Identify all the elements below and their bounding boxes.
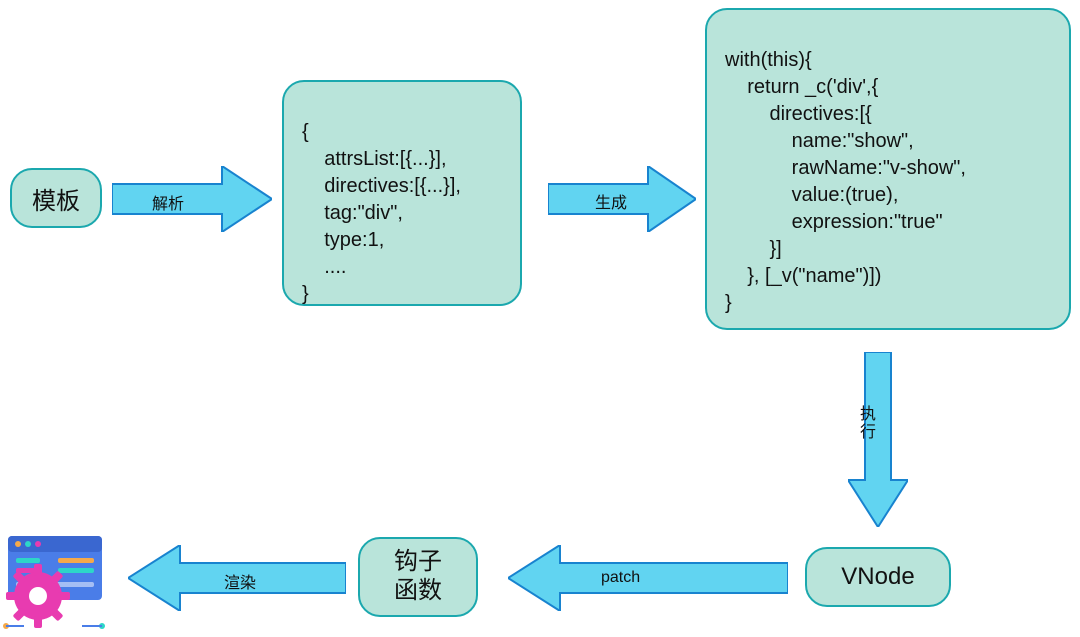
- node-vnode: VNode: [805, 547, 951, 607]
- ast-line-3: tag:"div",: [302, 202, 403, 224]
- node-hook: 钩子 函数: [358, 537, 478, 617]
- render-line-2: directives:[{: [725, 103, 872, 125]
- render-line-8: }, [_v("name")]): [725, 265, 881, 287]
- render-line-3: name:"show",: [725, 130, 914, 152]
- node-hook-label: 钩子 函数: [394, 548, 442, 606]
- node-vnode-label: VNode: [841, 563, 914, 591]
- arrow-patch-label: patch: [601, 569, 640, 587]
- render-line-5: value:(true),: [725, 184, 898, 206]
- render-line-4: rawName:"v-show",: [725, 157, 966, 179]
- ast-line-0: {: [302, 121, 309, 143]
- render-line-6: expression:"true": [725, 211, 943, 233]
- arrow-parse: [112, 166, 272, 232]
- ast-line-6: }: [302, 283, 309, 305]
- render-line-7: }]: [725, 238, 782, 260]
- render-line-9: }: [725, 292, 732, 314]
- ast-line-1: attrsList:[{...}],: [302, 148, 447, 170]
- render-line-0: with(this){: [725, 49, 812, 71]
- node-template-label: 模板: [32, 181, 80, 216]
- arrow-parse-label: 解析: [152, 190, 184, 214]
- browser-gear-icon: [0, 530, 112, 632]
- ast-line-2: directives:[{...}],: [302, 175, 461, 197]
- arrow-render-label: 渲染: [224, 569, 256, 593]
- arrow-execute: [848, 352, 908, 527]
- node-template: 模板: [10, 168, 102, 228]
- ast-line-4: type:1,: [302, 229, 384, 251]
- arrow-execute-label: 执 行: [860, 406, 876, 441]
- render-line-1: return _c('div',{: [725, 76, 878, 98]
- node-render: with(this){ return _c('div',{ directives…: [705, 8, 1071, 330]
- arrow-generate-label: 生成: [595, 189, 627, 213]
- ast-line-5: ....: [302, 256, 346, 278]
- node-ast: { attrsList:[{...}], directives:[{...}],…: [282, 80, 522, 306]
- arrow-patch: [508, 545, 788, 611]
